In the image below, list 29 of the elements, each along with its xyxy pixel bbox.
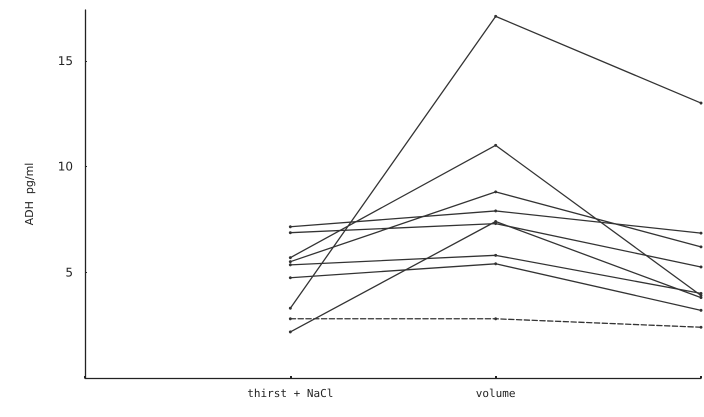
y-tick-label: 5	[65, 265, 73, 280]
point	[494, 14, 498, 18]
point	[288, 330, 292, 334]
point	[288, 306, 292, 310]
x-tick-label: thirst + NaCl	[247, 387, 334, 400]
point	[494, 190, 498, 194]
y-tick-label: 15	[58, 54, 73, 68]
point	[700, 232, 702, 235]
point	[494, 254, 498, 257]
point	[288, 256, 292, 260]
point	[494, 317, 498, 320]
point	[288, 260, 292, 264]
y-tick-label: 10	[58, 160, 73, 174]
point	[700, 326, 702, 329]
point	[494, 144, 498, 147]
point	[700, 265, 702, 268]
point	[288, 231, 292, 234]
point	[494, 209, 498, 212]
point	[700, 308, 702, 312]
point	[700, 102, 702, 105]
point	[288, 263, 292, 266]
point	[494, 220, 498, 223]
point	[288, 276, 292, 280]
point	[700, 245, 702, 248]
x-tick-label: volume	[476, 387, 516, 400]
y-axis-title: ADH pg/ml	[23, 162, 36, 226]
point	[288, 225, 292, 228]
point	[494, 262, 498, 266]
point	[288, 317, 292, 320]
